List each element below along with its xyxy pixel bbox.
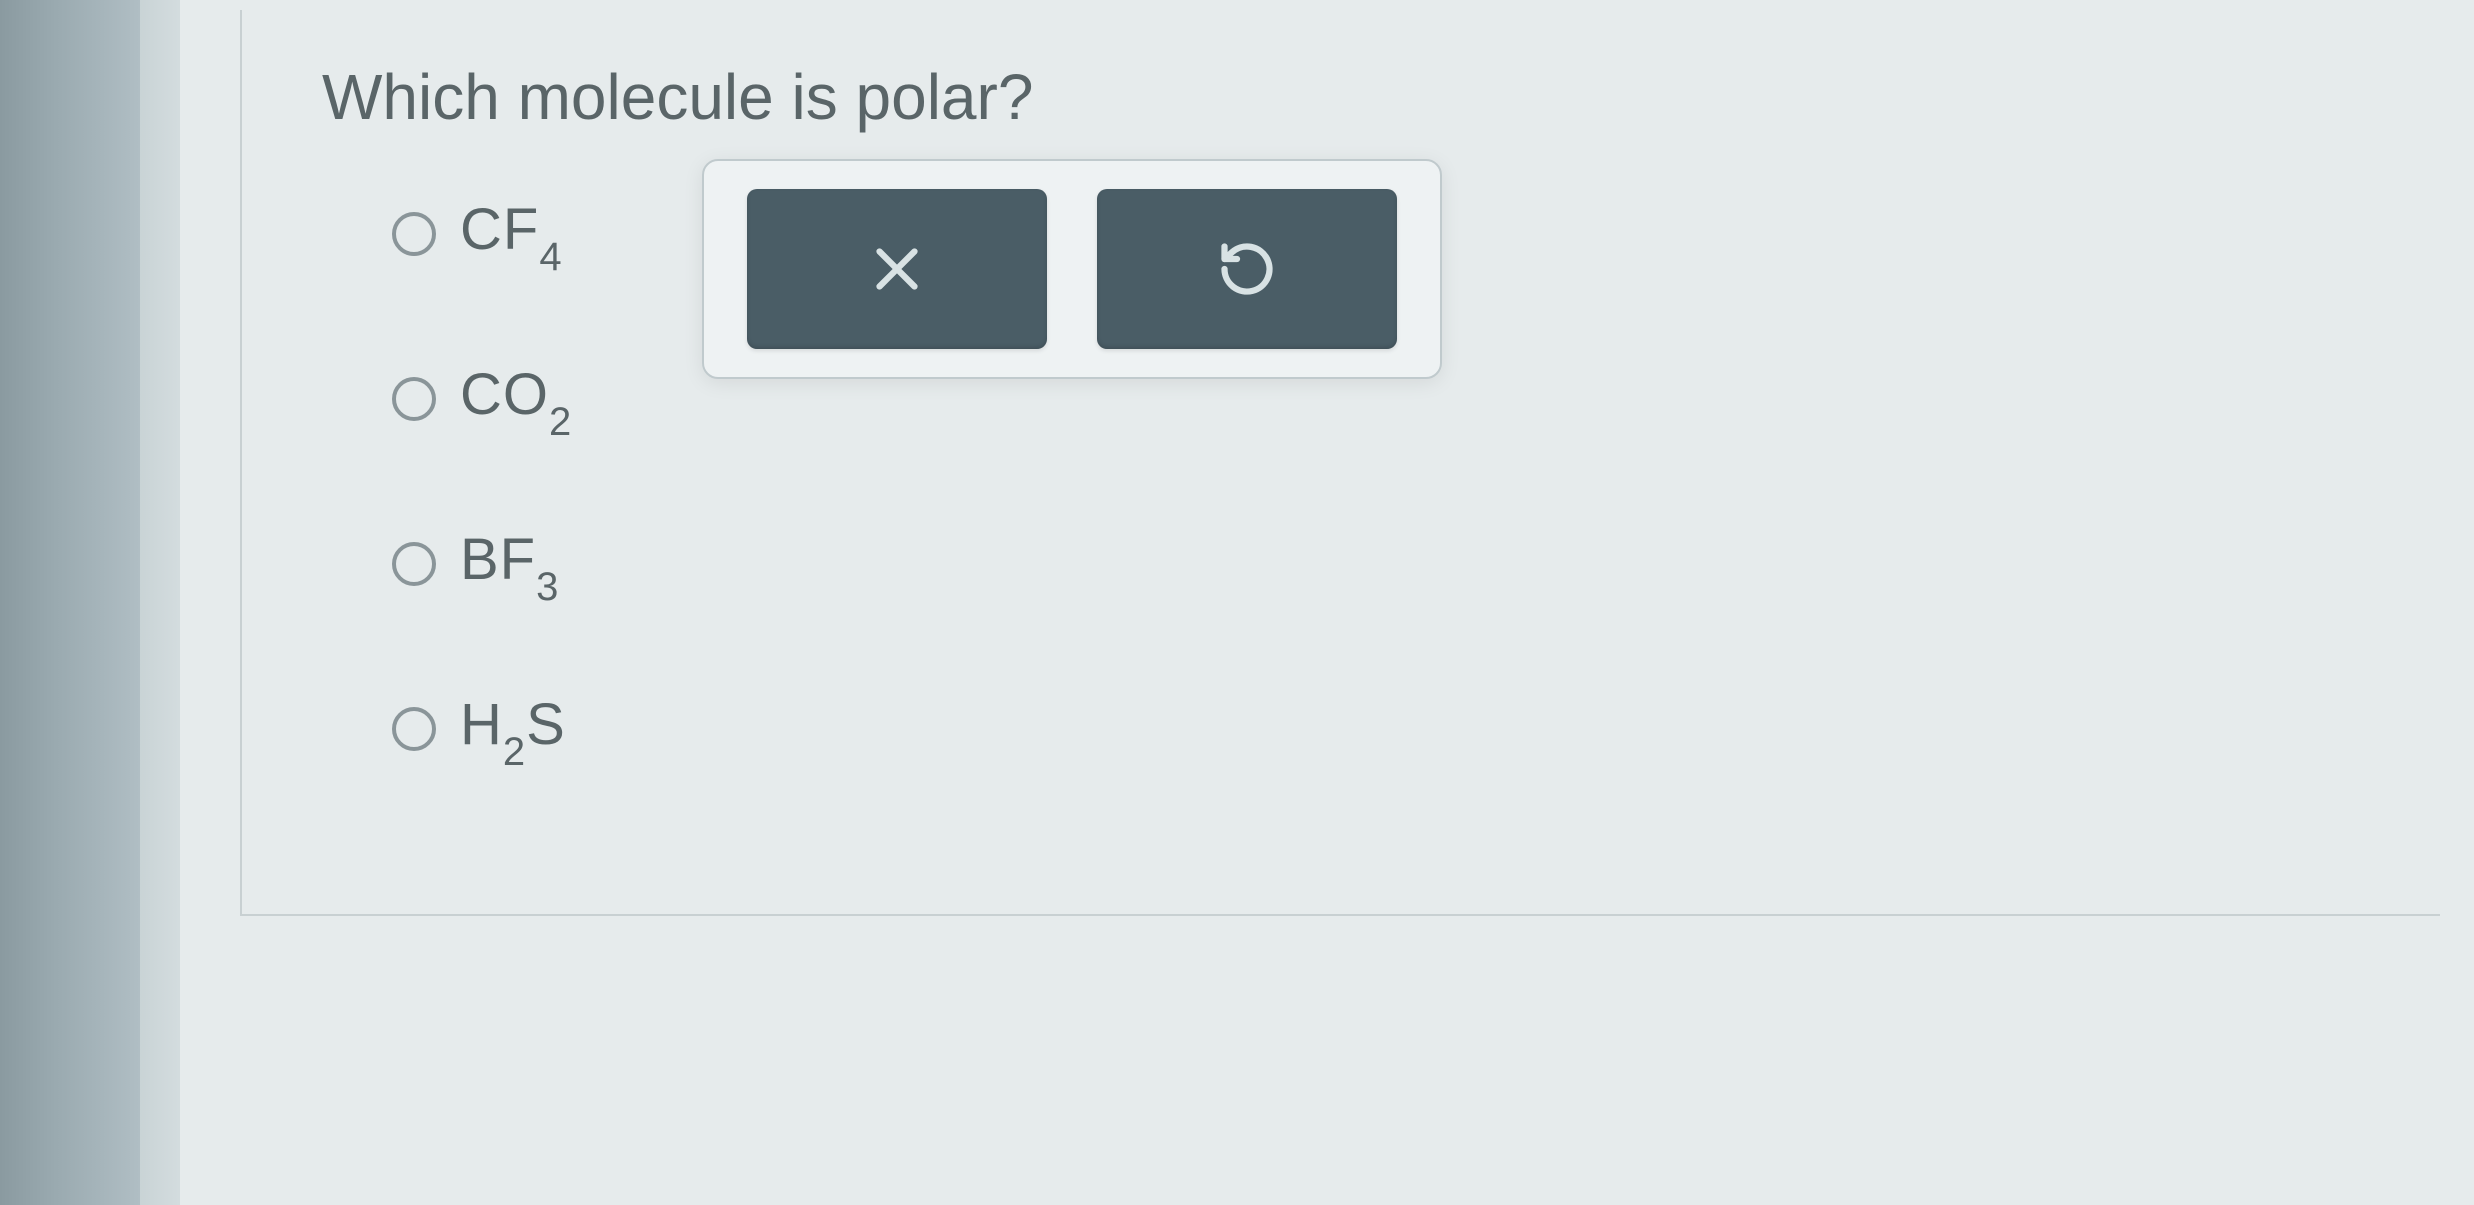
feedback-popup [702, 159, 1442, 379]
option-label: H2S [460, 691, 566, 767]
options-list: CF4 CO2 BF3 H2S [322, 194, 2370, 769]
radio-icon [392, 542, 436, 586]
reset-icon [1217, 239, 1277, 299]
radio-icon [392, 707, 436, 751]
radio-icon [392, 377, 436, 421]
option-label: CF4 [460, 196, 563, 272]
sidebar-edge [0, 0, 140, 1205]
question-panel: Which molecule is polar? CF4 CO2 BF3 [240, 10, 2440, 916]
reset-button[interactable] [1097, 189, 1397, 349]
option-label: BF3 [460, 526, 559, 602]
content-area: Which molecule is polar? CF4 CO2 BF3 [180, 0, 2474, 1205]
option-h2s[interactable]: H2S [392, 689, 2370, 769]
option-label: CO2 [460, 361, 572, 437]
radio-icon [392, 212, 436, 256]
option-bf3[interactable]: BF3 [392, 524, 2370, 604]
question-text: Which molecule is polar? [322, 60, 2370, 134]
close-button[interactable] [747, 189, 1047, 349]
close-icon [867, 239, 927, 299]
